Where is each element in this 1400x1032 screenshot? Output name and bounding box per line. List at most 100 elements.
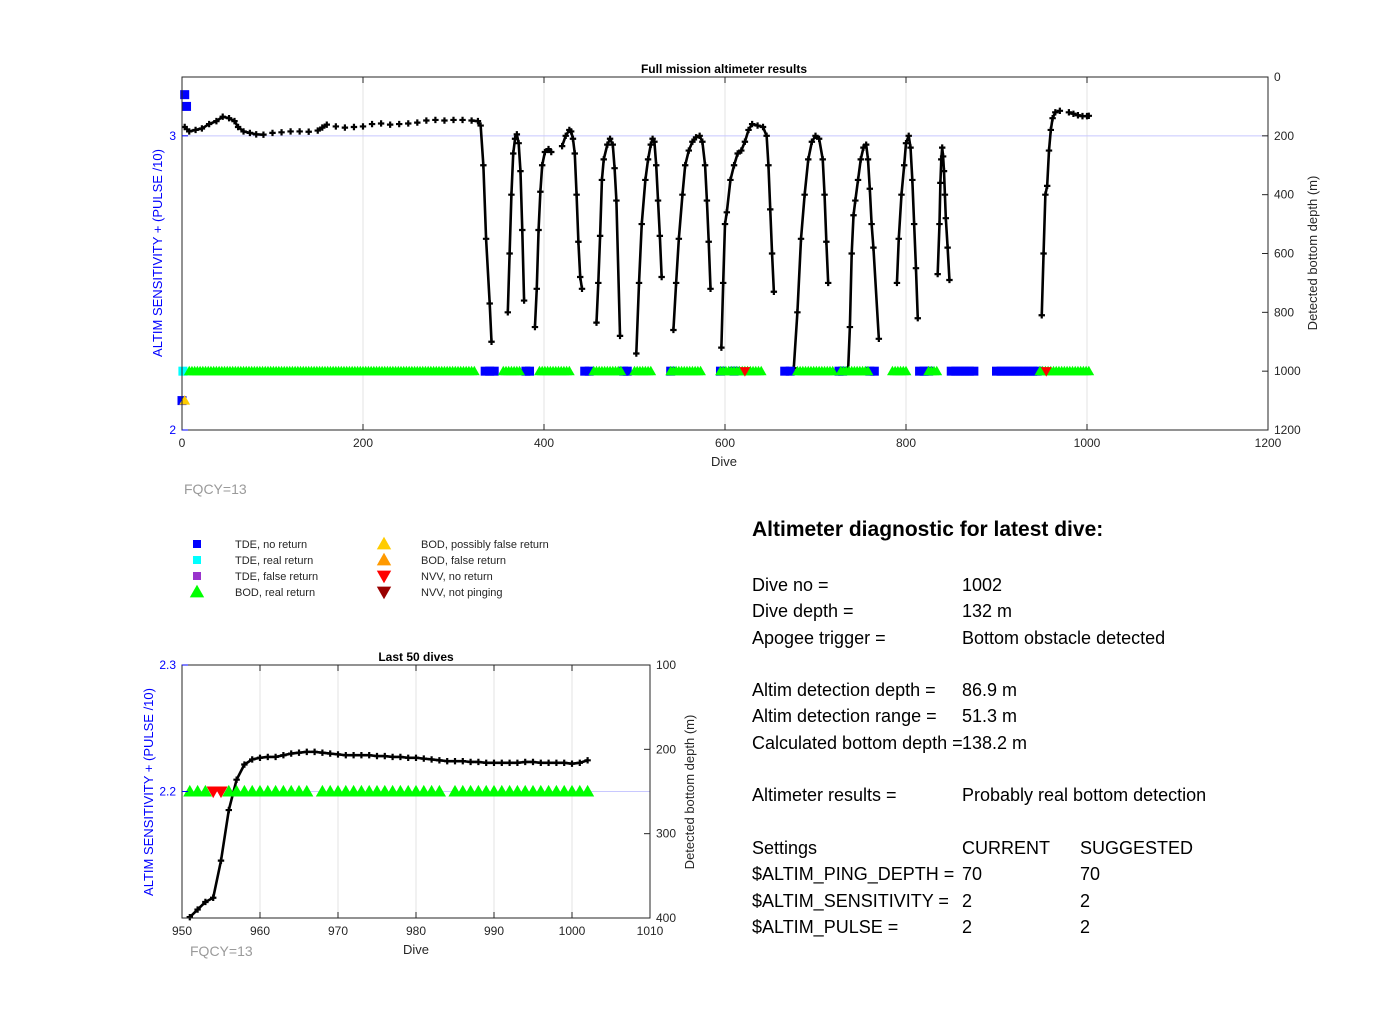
tde-no-return-marker — [1028, 366, 1038, 376]
depth-point — [288, 750, 295, 757]
tde-no-return-marker — [622, 366, 632, 376]
nvv-no-return-marker — [1040, 367, 1052, 377]
depth-point — [295, 749, 303, 756]
depth-point — [511, 135, 519, 142]
depth-point — [895, 235, 902, 242]
legend-label: BOD, possibly false return — [421, 539, 549, 551]
depth-point — [681, 162, 689, 169]
depth-point — [848, 250, 855, 257]
depth-point — [181, 123, 188, 131]
depth-point — [210, 894, 217, 901]
tde-no-return-marker — [1001, 366, 1011, 376]
settings-current: 2 — [962, 916, 973, 937]
depth-point — [718, 344, 725, 351]
depth-point — [638, 220, 645, 228]
depth-point — [332, 123, 340, 130]
depth-point — [1056, 107, 1064, 115]
depth-point — [480, 162, 487, 169]
inset-chart-y2-ticks: 100 200 300 400 — [644, 658, 676, 925]
diagnostic-spacer — [752, 756, 1372, 782]
depth-point — [571, 150, 578, 157]
bod-real-return-marker — [432, 784, 446, 797]
tde-no-return-marker — [1023, 366, 1033, 376]
tde-no-return-marker — [964, 366, 974, 376]
diagnostic-panel: Altimeter diagnostic for latest dive: Di… — [752, 518, 1372, 940]
tde-no-return-marker — [960, 366, 970, 376]
depth-point — [342, 752, 349, 759]
x-tick-label: 200 — [353, 436, 373, 450]
depth-point — [685, 147, 692, 154]
bod-real-return-marker — [900, 365, 912, 376]
diagnostic-row: Altim detection range = 51.3 m — [752, 703, 1372, 729]
depth-point — [280, 752, 287, 759]
depth-point — [604, 141, 611, 148]
depth-point — [942, 215, 950, 222]
depth-point — [675, 235, 683, 242]
depth-point — [692, 134, 700, 141]
legend-label: NVV, no return — [421, 571, 493, 583]
depth-point — [303, 748, 310, 756]
bod-real-return-marker — [695, 365, 706, 376]
depth-point — [656, 232, 664, 240]
depth-point — [653, 162, 660, 169]
depth-point — [194, 906, 201, 913]
depth-point — [1043, 182, 1051, 190]
depth-point — [423, 117, 430, 124]
depth-point — [341, 124, 349, 131]
depth-point — [386, 121, 394, 128]
depth-point — [350, 752, 357, 759]
depth-point — [517, 167, 524, 175]
depth-point — [553, 759, 560, 767]
bod-real-return-marker — [931, 365, 943, 376]
depth-point — [846, 323, 854, 331]
diagnostic-key: Apogee trigger = — [752, 627, 886, 648]
tde-no-return-marker — [969, 366, 979, 376]
depth-point — [606, 135, 614, 142]
settings-header-suggested: SUGGESTED — [1080, 837, 1194, 858]
settings-row: $ALTIM_SENSITIVITY = 2 2 — [752, 888, 1372, 914]
diagnostic-spacer — [752, 809, 1372, 835]
depth-point — [225, 114, 233, 122]
diagnostic-key: Dive depth = — [752, 601, 854, 622]
depth-point — [808, 138, 816, 145]
x-tick-label: 1000 — [559, 924, 586, 938]
depth-point — [721, 220, 729, 228]
tde-no-return-marker — [955, 366, 965, 376]
settings-suggested: 2 — [1080, 916, 1091, 937]
bod-real-return-marker — [862, 365, 874, 376]
depth-point — [366, 752, 373, 759]
settings-suggested: 2 — [1080, 890, 1091, 911]
depth-point — [368, 120, 376, 128]
depth-point — [186, 128, 193, 135]
settings-key: $ALTIM_PING_DEPTH = — [752, 864, 955, 885]
x-tick-label: 1010 — [637, 924, 664, 938]
depth-point — [490, 759, 498, 767]
depth-point — [768, 250, 776, 257]
depth-point — [635, 279, 643, 287]
depth-point — [459, 116, 466, 124]
depth-point — [575, 238, 582, 245]
bod-real-return-marker — [755, 365, 767, 376]
depth-point — [198, 125, 206, 132]
tde-no-return-marker — [869, 366, 879, 376]
bod-real-return-marker — [300, 784, 314, 797]
tde-no-return-marker — [1010, 366, 1020, 376]
depth-point — [562, 132, 569, 140]
main-chart-y-ticks: 23 — [169, 129, 188, 437]
depth-point — [600, 156, 607, 163]
depth-point — [334, 751, 342, 758]
inset-chart-title: Last 50 dives — [378, 650, 454, 664]
depth-point — [767, 206, 774, 213]
depth-point — [514, 759, 521, 767]
depth-point — [529, 758, 537, 766]
depth-point — [567, 128, 575, 135]
depth-point — [870, 244, 877, 251]
depth-series-line — [188, 750, 589, 919]
depth-point — [451, 757, 459, 765]
depth-point — [866, 185, 873, 192]
nvv-no-return-marker — [739, 367, 751, 377]
settings-key: $ALTIM_SENSITIVITY = — [752, 890, 949, 911]
depth-point — [450, 116, 457, 124]
bod-possibly-false-return-legend-marker — [376, 536, 392, 550]
inset-chart-y-ticks: 2.2 2.3 — [159, 658, 188, 799]
